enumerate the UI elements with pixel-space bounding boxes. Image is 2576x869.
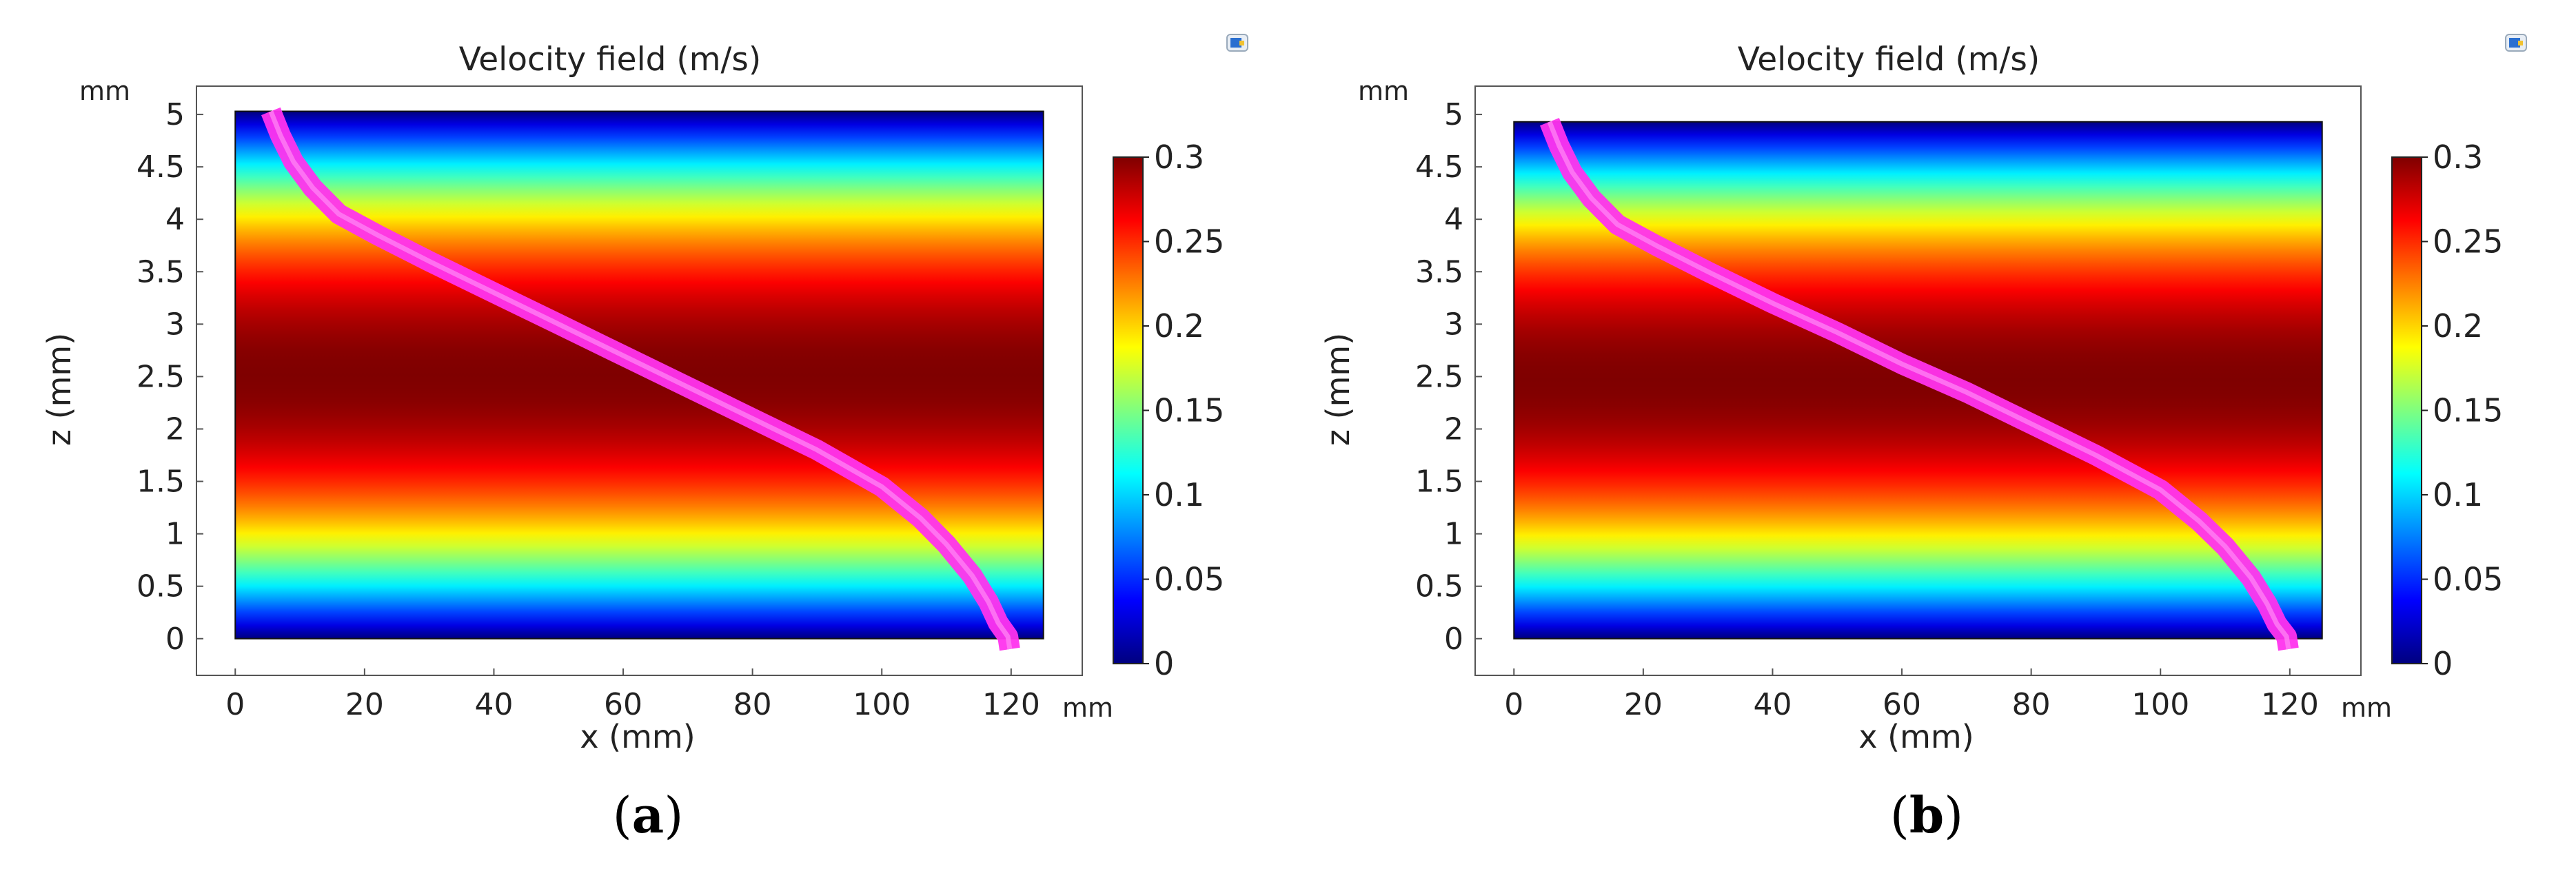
panel-letter: b [1909, 786, 1944, 844]
colorbar-tick-label: 0.25 [1154, 223, 1224, 260]
y-tick-label: 3.5 [1415, 254, 1463, 289]
velocity-field [234, 110, 1044, 640]
colorbar-tick-label: 0 [2433, 645, 2453, 682]
x-tick-label: 20 [1624, 687, 1663, 722]
x-tick-label: 120 [2261, 687, 2319, 722]
y-tick-label: 3 [165, 307, 185, 342]
y-tick-label: 2 [165, 411, 185, 447]
colorbar-tick-label: 0.2 [1154, 307, 1204, 345]
colorbar-gradient [2391, 156, 2422, 664]
window-icon[interactable] [1226, 34, 1248, 52]
x-axis-label: x (mm) [580, 718, 695, 755]
y-tick-label: 1.5 [136, 464, 185, 500]
colorbar: 0 0.05 0.1 0.15 0.2 0.25 0.3 [1113, 139, 1224, 682]
panel-b: Velocity field (m/s) mm z (mm) x (mm) mm… [1319, 34, 2527, 844]
x-tick-label: 0 [225, 687, 245, 722]
colorbar-ticks: 0 0.05 0.1 0.15 0.2 0.25 0.3 [2422, 139, 2503, 682]
colorbar-tick-label: 0.3 [2433, 139, 2483, 176]
x-tick-label: 80 [733, 687, 772, 722]
colorbar-tick-label: 0.2 [2433, 307, 2483, 345]
colorbar-tick-label: 0 [1154, 645, 1174, 682]
x-tick-label: 60 [1883, 687, 1921, 722]
y-tick-label: 2.5 [1415, 359, 1463, 394]
y-tick-label: 3 [1444, 307, 1463, 342]
x-tick-label: 80 [2012, 687, 2051, 722]
y-axis-label: z (mm) [1319, 333, 1357, 446]
y-tick-label: 2 [1444, 411, 1463, 447]
window-icon[interactable] [2505, 34, 2527, 52]
x-tick-label: 120 [982, 687, 1040, 722]
colorbar-tick-label: 0.15 [1154, 392, 1224, 429]
y-tick-label: 0 [165, 622, 185, 657]
x-tick-label: 20 [345, 687, 384, 722]
y-tick-label: 4.5 [1415, 150, 1463, 185]
x-tick-label: 40 [1753, 687, 1792, 722]
x-axis-label: x (mm) [1858, 718, 1974, 755]
y-tick-label: 1.5 [1415, 464, 1463, 500]
panel-a: Velocity field (m/s) mm z (mm) x (mm) mm… [41, 34, 1248, 844]
y-tick-label: 0.5 [136, 569, 185, 604]
y-tick-label: 4 [165, 202, 185, 237]
plot-area: 0 20 40 60 80 100 120 0 0.5 1 1.5 2 2.5 3 3.5 4 4.5 5 [1415, 97, 2323, 722]
plot-area: 0 20 40 60 80 100 120 0 0.5 1 1.5 2 2.5 3 3.5 4 4.5 5 [136, 97, 1044, 722]
streamline-highlight [1547, 121, 2291, 650]
x-tick-label: 40 [474, 687, 513, 722]
colorbar-tick-label: 0.1 [1154, 476, 1204, 513]
x-unit-label: mm [2341, 693, 2392, 723]
panel-label: (a) [613, 786, 684, 844]
colorbar-tick-label: 0.15 [2433, 392, 2503, 429]
x-tick-label: 100 [853, 687, 911, 722]
y-tick-label: 3.5 [136, 254, 185, 289]
y-tick-label: 5 [165, 97, 185, 132]
chart-title: Velocity field (m/s) [459, 41, 761, 79]
y-unit-label: mm [79, 76, 130, 106]
colorbar-ticks: 0 0.05 0.1 0.15 0.2 0.25 0.3 [1143, 139, 1224, 682]
streamline-highlight [268, 110, 1013, 650]
y-tick-label: 2.5 [136, 359, 185, 394]
panel-letter: a [632, 786, 665, 844]
x-tick-label: 60 [604, 687, 642, 722]
y-tick-label: 4 [1444, 202, 1463, 237]
y-tick-label: 1 [165, 517, 185, 552]
y-axis-label: z (mm) [41, 333, 78, 446]
chart-title: Velocity field (m/s) [1738, 41, 2040, 79]
colorbar-tick-label: 0.05 [2433, 561, 2503, 598]
colorbar-tick-label: 0.3 [1154, 139, 1204, 176]
colorbar-tick-label: 0.25 [2433, 223, 2503, 260]
x-tick-label: 0 [1504, 687, 1523, 722]
x-unit-label: mm [1062, 693, 1113, 723]
colorbar: 0 0.05 0.1 0.15 0.2 0.25 0.3 [2391, 139, 2503, 682]
colorbar-tick-label: 0.1 [2433, 476, 2483, 513]
x-tick-label: 100 [2131, 687, 2189, 722]
y-tick-label: 4.5 [136, 150, 185, 185]
y-tick-label: 1 [1444, 517, 1463, 552]
colorbar-gradient [1113, 156, 1144, 664]
colorbar-tick-label: 0.05 [1154, 561, 1224, 598]
y-tick-label: 0.5 [1415, 569, 1463, 604]
panel-label: (b) [1890, 786, 1964, 844]
y-tick-label: 0 [1444, 622, 1463, 657]
y-tick-label: 5 [1444, 97, 1463, 132]
y-unit-label: mm [1358, 76, 1409, 106]
